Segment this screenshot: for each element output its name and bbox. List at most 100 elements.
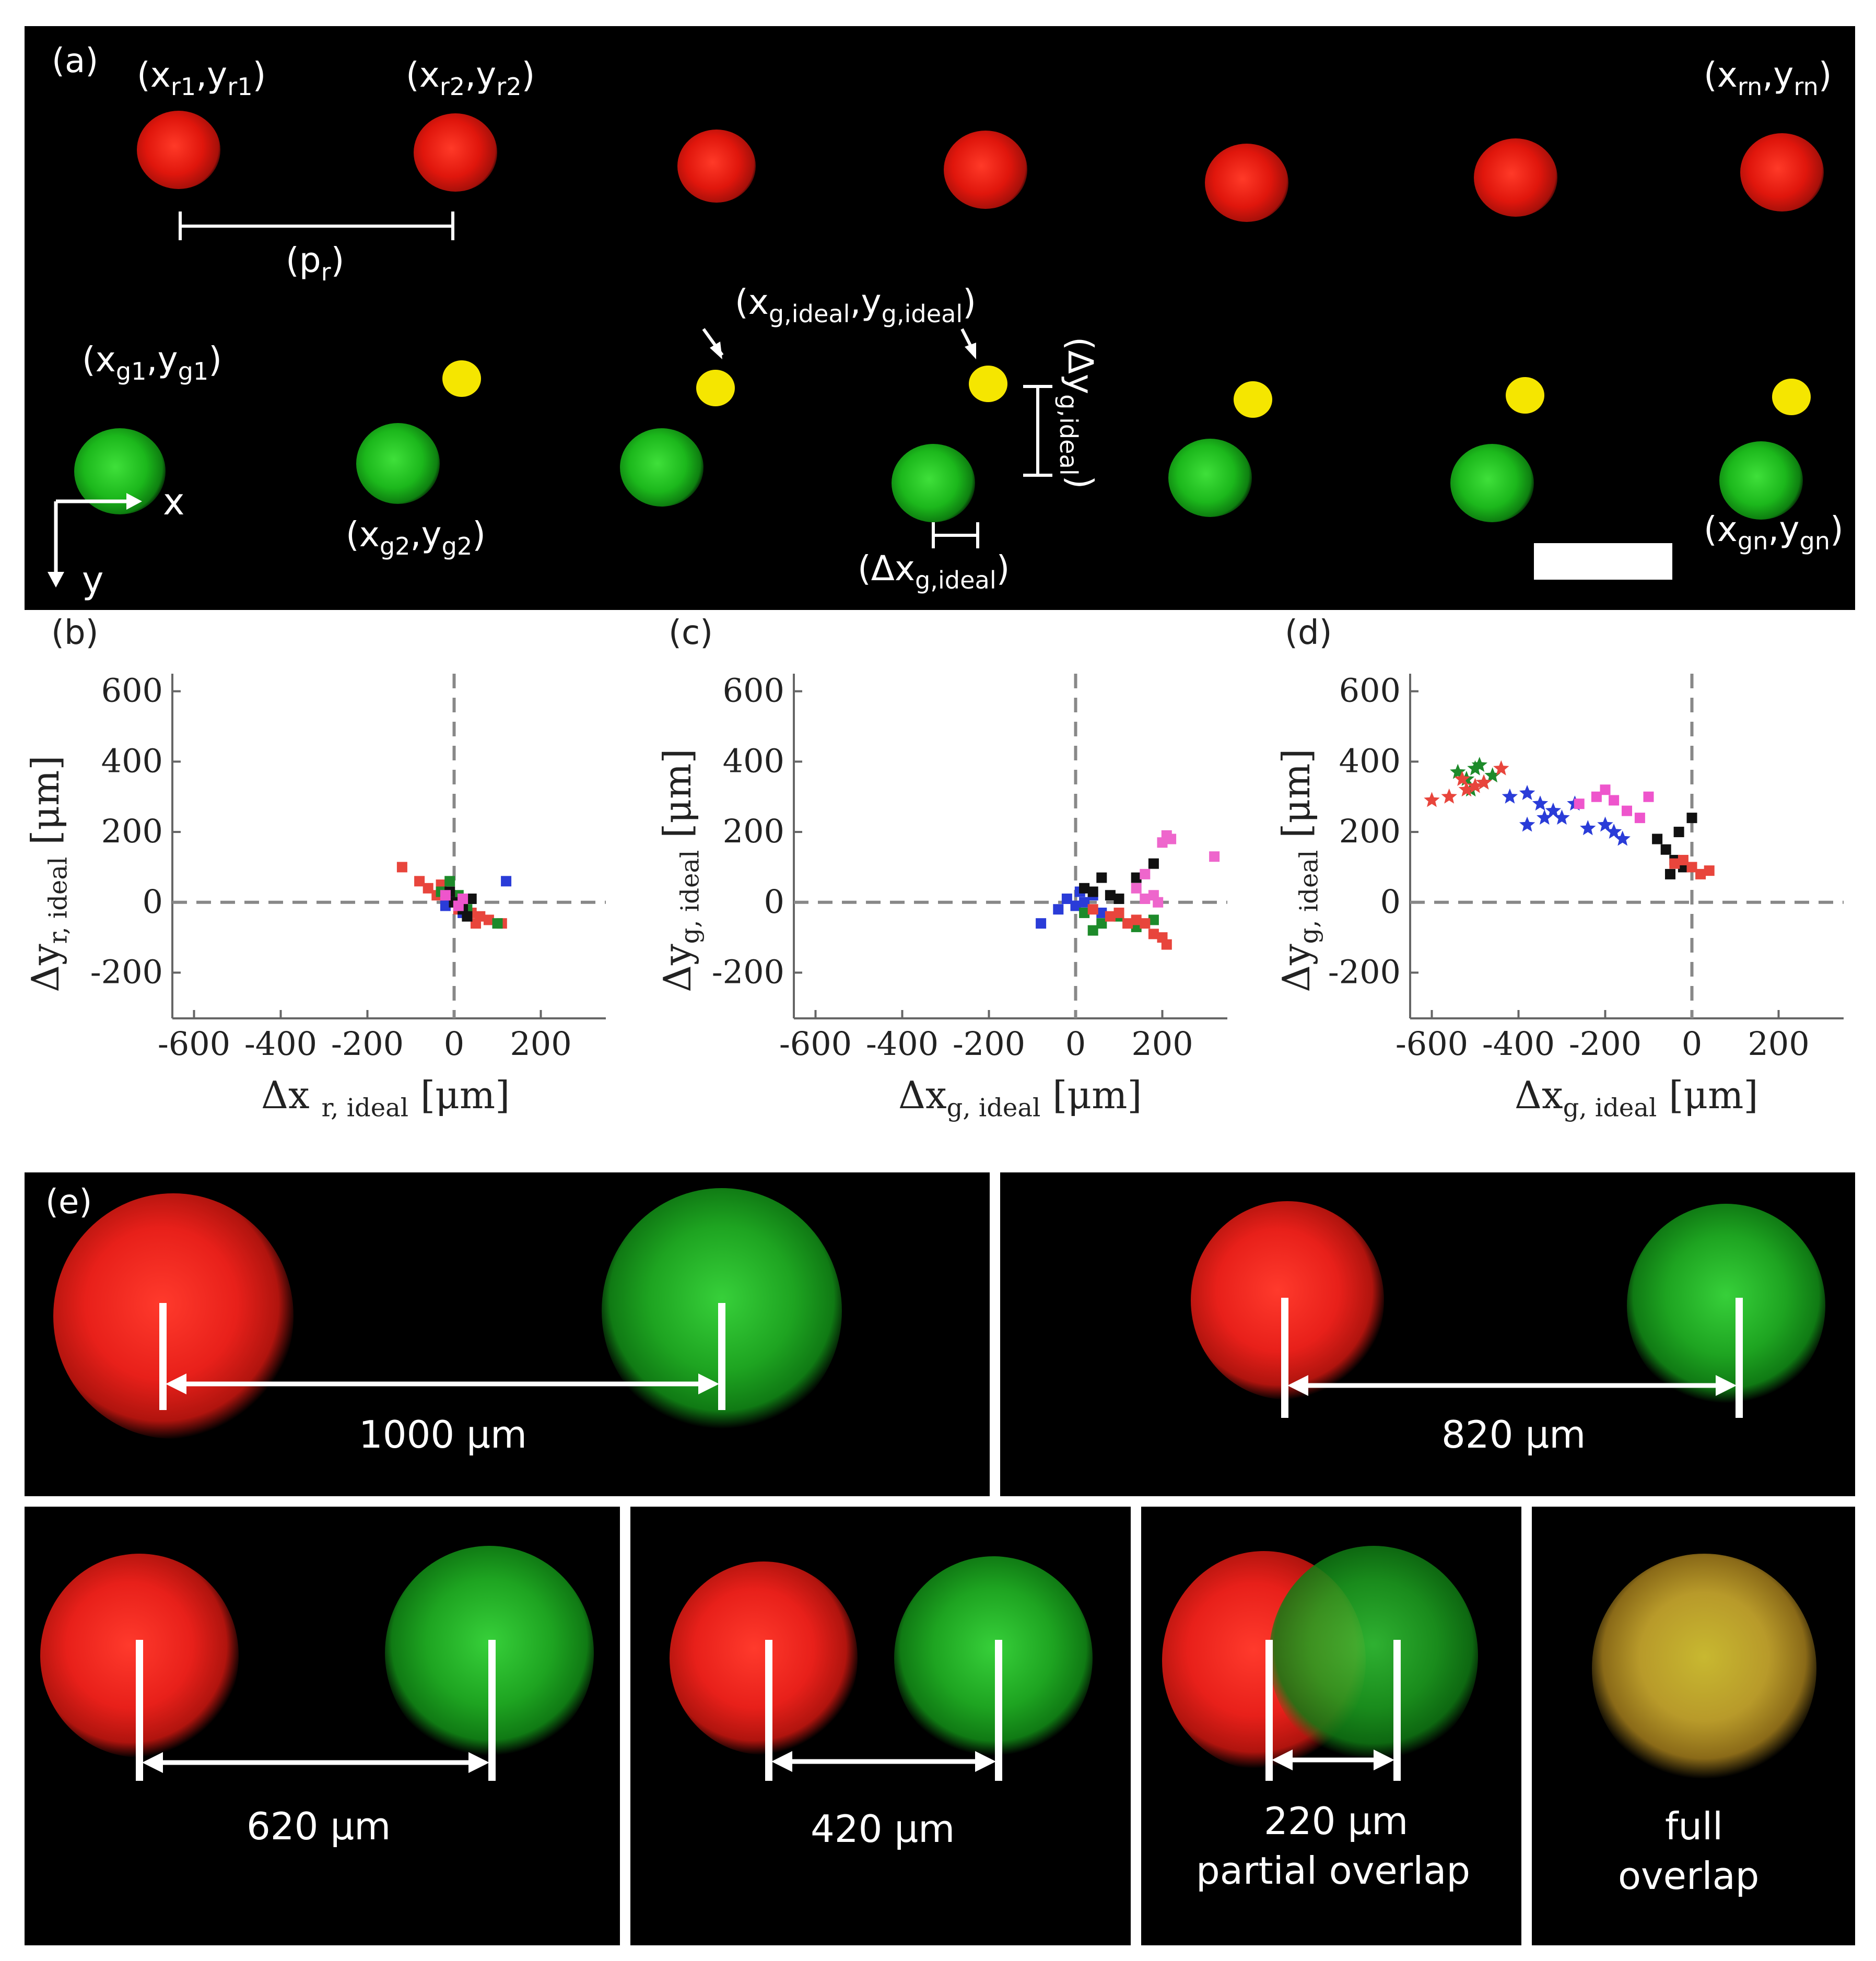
- plot-d-xlabel: Δxg, ideal [μm]: [1515, 1073, 1758, 1123]
- red-spot-3: [677, 130, 756, 203]
- data-point: [444, 876, 455, 887]
- data-point: [1532, 795, 1549, 811]
- distance-marker: [159, 1303, 725, 1410]
- y-tick-label: -200: [90, 953, 163, 991]
- x-tick-label: -400: [1482, 1025, 1555, 1063]
- y-tick-label: -200: [1328, 953, 1401, 991]
- data-point: [1614, 830, 1631, 846]
- data-point: [1209, 851, 1220, 862]
- data-point: [1087, 886, 1098, 897]
- data-point: [1161, 939, 1172, 950]
- x-tick-label: -200: [1569, 1025, 1642, 1063]
- plot-d-ylabel: Δyg, ideal [μm]: [1274, 748, 1324, 992]
- data-point: [1537, 809, 1553, 825]
- x-tick-label: -200: [953, 1025, 1025, 1063]
- x-tick-label: 200: [1131, 1025, 1193, 1063]
- panel-e-2: 820 μm: [1000, 1172, 1855, 1496]
- data-point: [466, 894, 477, 905]
- data-point: [1153, 897, 1164, 908]
- plot-c-xlabel: Δxg, ideal [μm]: [898, 1073, 1142, 1123]
- data-point: [414, 876, 425, 887]
- label-ideal: (xg,ideal,yg,ideal): [735, 282, 977, 328]
- data-point: [1087, 925, 1098, 936]
- green-spheroid: [894, 1556, 1093, 1760]
- data-point: [1079, 897, 1090, 908]
- merged-spheroid: [1592, 1554, 1816, 1783]
- green-spot-3: [620, 428, 704, 507]
- axis-y-label: y: [82, 559, 104, 602]
- label-g1: (xg1,yg1): [82, 339, 222, 386]
- x-tick-label: 0: [1065, 1025, 1086, 1063]
- data-point: [1113, 907, 1124, 918]
- label-r2: (xr2,yr2): [406, 55, 535, 101]
- x-tick-label: -400: [244, 1025, 317, 1063]
- x-tick-label: -400: [866, 1025, 939, 1063]
- ideal-spot-3: [696, 370, 735, 406]
- red-spot-n: [1740, 133, 1824, 212]
- data-point: [1597, 816, 1613, 832]
- green-spheroid: [1269, 1546, 1478, 1765]
- data-point: [1140, 918, 1151, 929]
- overlap-label: full: [1665, 1804, 1723, 1848]
- distance-label: 220 μm: [1264, 1799, 1409, 1843]
- plot-b-ylabel: Δyr, ideal [μm]: [24, 755, 73, 992]
- data-point: [1574, 799, 1585, 809]
- ideal-spot-6: [1506, 377, 1544, 414]
- data-point: [1643, 791, 1654, 802]
- data-point: [1502, 788, 1518, 804]
- data-point: [1148, 929, 1159, 940]
- data-point: [1105, 890, 1116, 901]
- data-point: [1087, 904, 1098, 915]
- data-point: [1096, 872, 1107, 883]
- data-point: [396, 862, 407, 873]
- data-point: [1131, 883, 1142, 894]
- data-point: [1467, 778, 1483, 793]
- data-point: [1070, 900, 1081, 911]
- distance-note: partial overlap: [1196, 1849, 1471, 1893]
- panel-b-tag: (b): [51, 614, 99, 652]
- plot-c: -600 -400 -200 0 200 -200 0 200 400 600: [712, 672, 1227, 1063]
- label-dy: (Δyg,ideal): [1054, 337, 1100, 489]
- data-point: [1061, 894, 1072, 905]
- data-point: [1673, 827, 1684, 838]
- data-point: [1580, 820, 1596, 836]
- data-point: [1105, 911, 1116, 922]
- data-point: [1519, 816, 1535, 832]
- data-point: [1554, 809, 1570, 825]
- data-point: [1665, 868, 1675, 879]
- data-point: [1591, 791, 1602, 802]
- data-point: [1096, 907, 1107, 918]
- data-point: [1458, 781, 1475, 797]
- y-tick-label: 200: [1339, 812, 1401, 850]
- green-spot-6: [1450, 444, 1534, 522]
- data-point: [423, 883, 433, 894]
- red-spot-1: [137, 111, 220, 189]
- ideal-spot-4: [969, 366, 1007, 402]
- data-point: [1519, 785, 1535, 800]
- red-spheroid: [53, 1193, 294, 1439]
- data-point: [1131, 914, 1142, 925]
- data-point: [1467, 760, 1483, 776]
- y-tick-label: 600: [101, 672, 163, 710]
- y-tick-label: 400: [1339, 742, 1401, 780]
- label-rn: (xrn,yrn): [1704, 55, 1832, 101]
- green-spheroid: [1627, 1204, 1825, 1407]
- data-point: [1545, 802, 1562, 818]
- red-spot-6: [1474, 138, 1557, 217]
- panel-e-tag: (e): [45, 1183, 92, 1222]
- data-point: [462, 911, 473, 922]
- data-point: [1605, 824, 1622, 839]
- data-point: [1454, 771, 1470, 786]
- x-tick-label: -600: [1396, 1025, 1468, 1063]
- panel-a-tag: (a): [52, 42, 99, 80]
- y-tick-label: 0: [143, 883, 163, 921]
- distance-marker: [136, 1640, 496, 1781]
- x-tick-label: 200: [510, 1025, 571, 1063]
- panel-e-4: 420 μm: [630, 1507, 1131, 1945]
- data-point: [1148, 914, 1159, 925]
- data-point: [1424, 792, 1440, 807]
- data-point: [440, 890, 451, 901]
- overlap-note: overlap: [1618, 1854, 1760, 1898]
- data-point: [1079, 907, 1090, 918]
- distance-marker: [1265, 1640, 1401, 1781]
